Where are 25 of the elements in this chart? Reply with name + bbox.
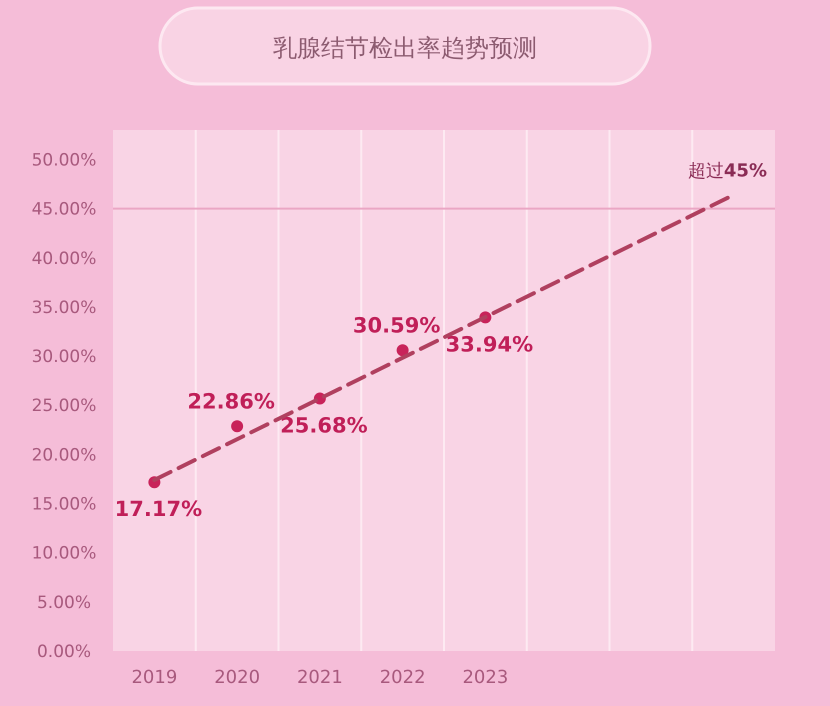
data-label: 22.86%	[187, 389, 275, 414]
x-tick-label: 2019	[131, 667, 178, 688]
data-label: 25.68%	[280, 414, 368, 438]
y-tick-label: 45.00%	[32, 200, 96, 220]
data-label: 30.59%	[352, 313, 440, 338]
x-tick-label: 2020	[214, 667, 260, 688]
y-tick-label: 0.00%	[36, 642, 92, 662]
data-label: 33.94%	[446, 332, 534, 356]
x-tick-label: 2023	[462, 667, 508, 688]
y-tick-label: 30.00%	[32, 347, 96, 368]
y-tick-label: 50.00%	[32, 150, 96, 170]
y-tick-label: 40.00%	[32, 248, 96, 269]
y-tick-label: 15.00%	[32, 494, 96, 515]
x-tick-label: 2021	[296, 667, 343, 688]
y-tick-label: 5.00%	[36, 592, 92, 613]
y-tick-label: 35.00%	[32, 298, 96, 318]
point	[396, 344, 409, 356]
data-label: 17.17%	[114, 497, 202, 522]
y-tick-label: 20.00%	[32, 445, 96, 466]
y-tick-label: 10.00%	[32, 544, 96, 564]
y-tick-label: 25.00%	[32, 396, 96, 416]
x-tick-label: 2022	[380, 667, 426, 688]
point	[231, 420, 244, 432]
ref-line-label: 超过45%	[688, 160, 767, 182]
chart-title: 乳腺结节检出率趋势预测	[273, 34, 537, 62]
